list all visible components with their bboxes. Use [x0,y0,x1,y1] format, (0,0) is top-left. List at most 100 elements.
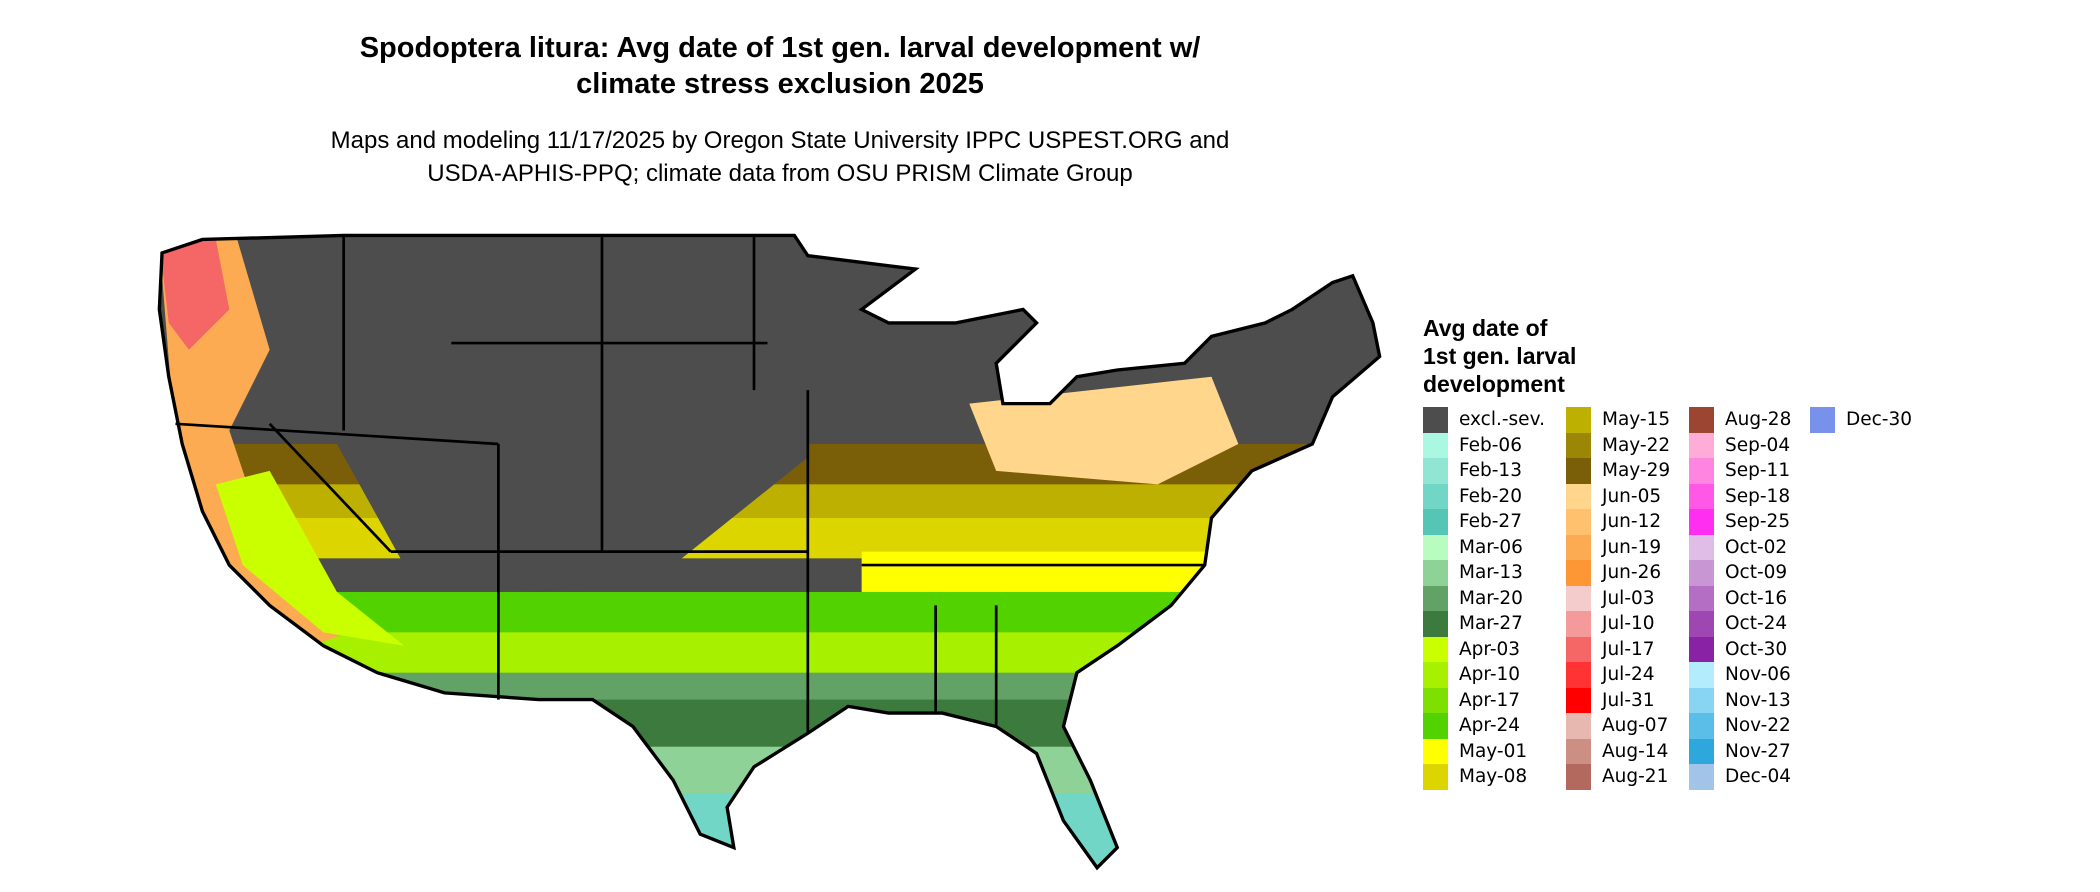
legend-item: May-08 [1423,764,1527,790]
legend-label: Aug-21 [1602,766,1669,788]
legend-label: Jul-17 [1602,638,1655,660]
legend-swatch [1689,636,1714,662]
legend-label: Oct-24 [1725,613,1788,635]
legend-item: Sep-04 [1689,432,1791,458]
legend-item: Mar-13 [1423,560,1523,586]
legend-label: Jul-31 [1602,689,1655,711]
legend-item: Jun-12 [1566,509,1661,535]
legend-swatch [1689,738,1714,764]
legend-swatch [1689,534,1714,560]
legend-label: Mar-27 [1459,613,1523,635]
legend-label: Jul-03 [1602,587,1655,609]
legend-label: Mar-20 [1459,587,1523,609]
west-coast-band [159,235,351,646]
legend-item: Nov-22 [1689,713,1791,739]
legend-label: Mar-06 [1459,536,1523,558]
legend-label: May-29 [1602,460,1671,482]
legend-label: Sep-18 [1725,485,1791,507]
subtitle-line-1: Maps and modeling 11/17/2025 by Oregon S… [330,127,1230,154]
legend-item: Oct-24 [1689,611,1787,637]
legend-swatch [1423,738,1448,764]
central-valley-band [215,470,405,646]
legend-label: Jun-19 [1602,536,1662,558]
legend-swatch [1423,407,1448,433]
legend-label: Oct-30 [1725,638,1788,660]
legend-swatch [1423,611,1448,637]
legend-swatch [1566,432,1591,458]
legend-swatch [1423,534,1448,560]
band-feb-20 [159,793,1380,868]
legend-swatch [1689,458,1714,484]
legend-item: Jun-26 [1566,560,1661,586]
legend-item: Apr-24 [1423,713,1520,739]
excluded-interior [336,235,808,592]
legend-swatch [1566,483,1591,509]
legend-swatch [1423,585,1448,611]
legend-swatch [1689,560,1714,586]
legend-swatch [1689,432,1714,458]
legend-item: May-22 [1566,432,1671,458]
legend-swatch [1566,534,1591,560]
legend-label: Apr-24 [1459,715,1521,737]
legend-swatch [1423,764,1448,790]
legend-label: Dec-30 [1846,409,1913,431]
legend-label: May-01 [1459,740,1528,762]
legend-item: Dec-04 [1689,764,1791,790]
legend-item: Apr-10 [1423,662,1520,688]
map-subtitle: Maps and modeling 11/17/2025 by Oregon S… [0,124,1560,190]
legend-item: Mar-20 [1423,585,1523,611]
legend-item: Aug-07 [1566,713,1668,739]
legend-title-line: development [1423,371,1565,397]
legend-item: Jul-10 [1566,611,1655,637]
legend-swatch [1689,509,1714,535]
legend-item: Apr-17 [1423,687,1521,713]
legend-label: Oct-02 [1725,536,1788,558]
legend-swatch [1423,458,1448,484]
legend-label: Nov-27 [1725,740,1791,762]
title-line-1: Spodoptera litura: Avg date of 1st gen. … [359,32,1201,64]
legend-swatch [1689,611,1714,637]
legend-label: Aug-14 [1602,740,1669,762]
map-title: Spodoptera litura: Avg date of 1st gen. … [0,30,1560,102]
legend-item: Sep-25 [1689,509,1790,535]
legend-swatch [1689,764,1714,790]
legend-label: Feb-06 [1459,434,1522,456]
legend-item: Mar-06 [1423,534,1523,560]
legend-item: Oct-02 [1689,534,1788,560]
legend-label: Jul-24 [1602,664,1655,686]
legend-label: Sep-04 [1725,434,1791,456]
legend-item: May-29 [1566,458,1670,484]
title-line-2: climate stress exclusion 2025 [576,68,984,100]
legend-item: Jul-24 [1566,662,1655,688]
legend-item: Jun-19 [1566,534,1662,560]
legend-item: Aug-28 [1689,407,1791,433]
legend-title: Avg date of 1st gen. larval development [1423,314,1623,398]
legend-swatch [1566,585,1591,611]
legend-label: Oct-09 [1725,562,1788,584]
legend-label: Sep-25 [1725,511,1791,533]
legend-item: Mar-27 [1423,611,1523,637]
legend-swatch [1423,636,1448,662]
legend-swatch [1566,713,1591,739]
legend-label: Dec-04 [1725,766,1792,788]
legend-label: Apr-10 [1459,664,1521,686]
legend-label: Feb-13 [1459,460,1522,482]
legend-swatch [1566,662,1591,688]
legend-item: May-01 [1423,738,1528,764]
legend-swatch [1423,432,1448,458]
legend-swatch [1689,662,1714,688]
legend-item: excl.-sev. [1423,407,1545,433]
legend-swatch [1566,407,1591,433]
legend-label: Nov-22 [1725,715,1791,737]
legend-label: Feb-27 [1459,511,1522,533]
legend-label: Feb-20 [1459,485,1522,507]
legend-label: Jun-05 [1602,485,1662,507]
legend-title-line: Avg date of [1423,315,1548,341]
legend-item: Nov-27 [1689,738,1791,764]
legend-label: May-22 [1602,434,1671,456]
state-borders [175,235,1205,734]
legend-label: Jul-10 [1602,613,1655,635]
legend-item: Feb-13 [1423,458,1522,484]
legend-label: Apr-17 [1459,689,1521,711]
